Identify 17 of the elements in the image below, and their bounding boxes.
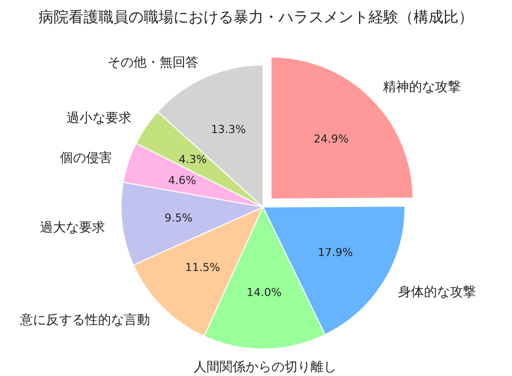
data-label: 14.0% bbox=[246, 286, 282, 300]
data-label: 24.9% bbox=[314, 132, 349, 146]
data-label: 4.6% bbox=[168, 174, 196, 188]
slice-label: 身体的な攻撃 bbox=[398, 284, 476, 300]
data-label: 4.3% bbox=[178, 152, 207, 166]
data-label: 17.9% bbox=[318, 246, 353, 259]
data-label: 13.3% bbox=[210, 123, 246, 136]
slice-label: その他・無回答 bbox=[107, 56, 198, 71]
slice-label: 個の侵害 bbox=[60, 150, 112, 166]
data-label: 9.5% bbox=[164, 211, 192, 224]
slice-label: 過大な要求 bbox=[40, 220, 106, 236]
slice-label: 過小な要求 bbox=[66, 111, 132, 126]
slice-label: 人間関係からの切り離し bbox=[194, 360, 336, 376]
data-label: 11.5% bbox=[185, 261, 220, 274]
slice-label: 精神的な攻撃 bbox=[383, 80, 462, 96]
slice-label: 意に反する性的な言動 bbox=[19, 312, 150, 328]
chart-title: 病院看護職員の職場における暴力・ハラスメント経験（構成比） bbox=[38, 8, 474, 26]
